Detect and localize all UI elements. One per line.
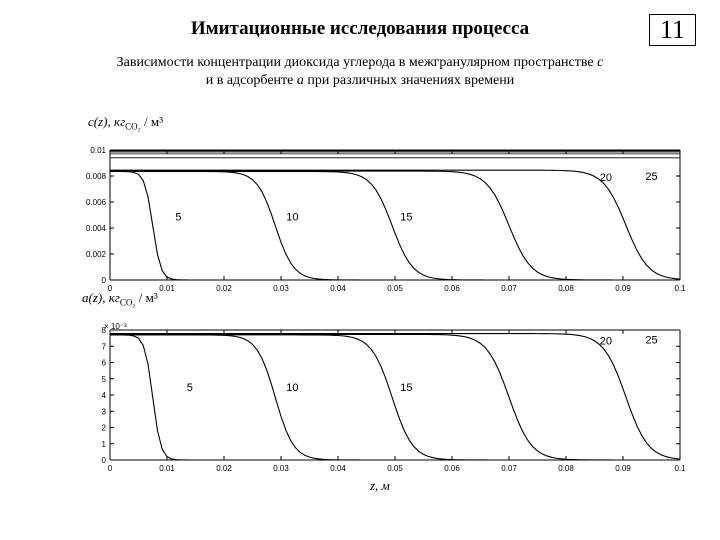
subtitle-italic-c: c bbox=[597, 55, 603, 70]
svg-text:0.04: 0.04 bbox=[330, 284, 346, 293]
svg-text:0: 0 bbox=[108, 464, 113, 473]
svg-text:0.02: 0.02 bbox=[216, 284, 232, 293]
svg-text:0: 0 bbox=[102, 456, 107, 465]
svg-text:0.06: 0.06 bbox=[444, 464, 460, 473]
subtitle: Зависимости концентрации диоксида углеро… bbox=[20, 54, 700, 89]
panel1-ylabel-sub: СО₂ bbox=[125, 122, 141, 132]
svg-text:15: 15 bbox=[400, 211, 412, 223]
svg-text:0.01: 0.01 bbox=[90, 146, 106, 155]
subtitle-text-1: Зависимости концентрации диоксида углеро… bbox=[117, 55, 597, 70]
panel2-ylabel-suffix: / м³ bbox=[136, 290, 158, 305]
svg-text:0.03: 0.03 bbox=[273, 464, 289, 473]
subtitle-italic-a: a bbox=[297, 73, 304, 88]
svg-text:20: 20 bbox=[600, 335, 612, 347]
svg-text:5: 5 bbox=[175, 211, 181, 223]
svg-text:0.002: 0.002 bbox=[86, 250, 107, 259]
svg-text:0.07: 0.07 bbox=[501, 464, 517, 473]
svg-text:0.1: 0.1 bbox=[674, 284, 686, 293]
svg-text:0.03: 0.03 bbox=[273, 284, 289, 293]
svg-text:0.04: 0.04 bbox=[330, 464, 346, 473]
svg-text:1: 1 bbox=[102, 440, 107, 449]
svg-text:0: 0 bbox=[102, 276, 107, 285]
svg-text:0.09: 0.09 bbox=[615, 464, 631, 473]
panel1-ylabel-suffix: / м³ bbox=[141, 114, 163, 129]
svg-text:0.006: 0.006 bbox=[86, 198, 107, 207]
subtitle-text-3: при различных значениях времени bbox=[304, 73, 514, 88]
svg-text:0.01: 0.01 bbox=[159, 284, 175, 293]
svg-text:0.1: 0.1 bbox=[674, 464, 686, 473]
svg-text:0.07: 0.07 bbox=[501, 284, 517, 293]
svg-text:3: 3 bbox=[102, 407, 107, 416]
panel2-ylabel-prefix: a(z), кг bbox=[82, 290, 120, 305]
page-title: Имитационные исследования процесса bbox=[0, 18, 720, 40]
svg-text:0.05: 0.05 bbox=[387, 464, 403, 473]
svg-text:0.06: 0.06 bbox=[444, 284, 460, 293]
svg-text:0.05: 0.05 bbox=[387, 284, 403, 293]
x-axis-label: z, м bbox=[370, 478, 390, 494]
svg-text:0.08: 0.08 bbox=[558, 284, 574, 293]
svg-text:0.004: 0.004 bbox=[86, 224, 107, 233]
svg-text:25: 25 bbox=[645, 171, 657, 183]
panel2-ylabel-sub: СО₂ bbox=[120, 298, 136, 308]
svg-text:0.01: 0.01 bbox=[159, 464, 175, 473]
svg-text:10: 10 bbox=[286, 382, 298, 394]
svg-text:2: 2 bbox=[102, 424, 107, 433]
panel1-chart: 00.0020.0040.0060.0080.0100.010.020.030.… bbox=[76, 140, 686, 298]
panel2-ylabel: a(z), кгСО₂ / м³ bbox=[82, 290, 158, 308]
panel1-ylabel: c(z), кгСО₂ / м³ bbox=[88, 114, 163, 132]
svg-text:25: 25 bbox=[645, 335, 657, 347]
svg-text:6: 6 bbox=[102, 359, 107, 368]
svg-text:5: 5 bbox=[187, 382, 193, 394]
svg-text:0.02: 0.02 bbox=[216, 464, 232, 473]
svg-text:15: 15 bbox=[400, 382, 412, 394]
panel1-ylabel-prefix: c(z), кг bbox=[88, 114, 125, 129]
svg-text:0.008: 0.008 bbox=[86, 172, 107, 181]
svg-text:10: 10 bbox=[286, 211, 298, 223]
svg-text:× 10⁻³: × 10⁻³ bbox=[104, 322, 127, 331]
svg-text:0.08: 0.08 bbox=[558, 464, 574, 473]
svg-text:0.09: 0.09 bbox=[615, 284, 631, 293]
panel2-chart: 01234567800.010.020.030.040.050.060.070.… bbox=[76, 320, 686, 478]
svg-text:7: 7 bbox=[102, 342, 107, 351]
subtitle-text-2: и в адсорбенте bbox=[206, 73, 297, 88]
svg-text:4: 4 bbox=[102, 391, 107, 400]
svg-text:5: 5 bbox=[102, 375, 107, 384]
